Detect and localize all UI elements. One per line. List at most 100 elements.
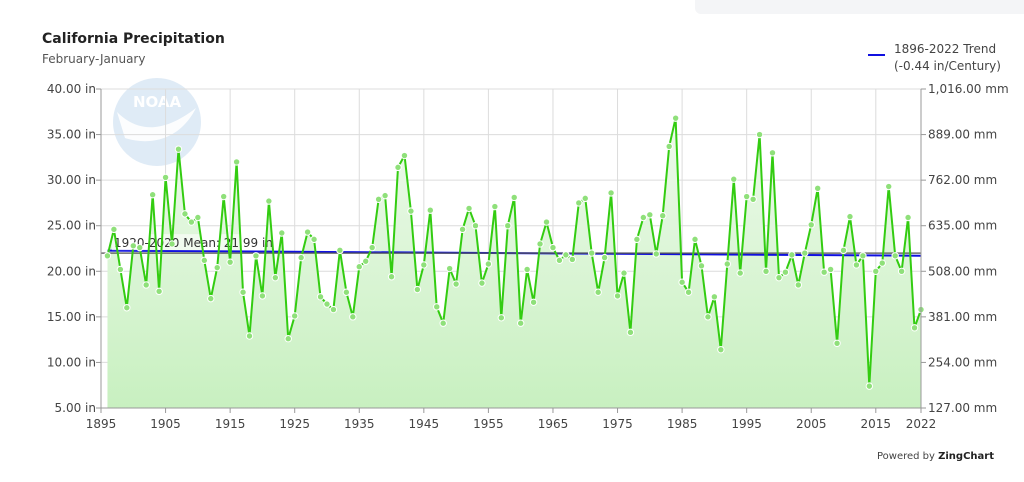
data-point[interactable] <box>245 332 254 340</box>
data-point[interactable] <box>207 294 215 303</box>
data-point[interactable] <box>872 267 880 275</box>
data-point[interactable] <box>794 281 803 289</box>
data-point[interactable] <box>562 251 570 259</box>
data-point[interactable] <box>671 114 680 122</box>
data-point[interactable] <box>103 252 112 260</box>
data-point[interactable] <box>504 222 512 230</box>
data-point[interactable] <box>826 265 835 274</box>
data-point[interactable] <box>833 339 841 347</box>
data-point[interactable] <box>788 251 796 259</box>
data-point[interactable] <box>730 175 738 183</box>
data-point[interactable] <box>252 252 260 260</box>
data-point[interactable] <box>155 287 163 296</box>
data-point[interactable] <box>581 194 589 203</box>
data-point[interactable] <box>846 212 854 221</box>
data-point[interactable] <box>355 263 363 271</box>
data-point[interactable] <box>529 298 538 306</box>
data-point[interactable] <box>542 218 551 226</box>
data-point[interactable] <box>665 142 673 151</box>
data-point[interactable] <box>413 285 422 294</box>
data-point[interactable] <box>194 213 202 222</box>
data-point[interactable] <box>904 213 912 222</box>
data-point[interactable] <box>387 273 396 281</box>
data-point[interactable] <box>594 288 602 296</box>
data-point[interactable] <box>813 184 822 193</box>
data-point[interactable] <box>710 293 719 301</box>
data-point[interactable] <box>536 240 544 248</box>
data-point[interactable] <box>232 158 241 166</box>
data-point[interactable] <box>859 252 867 260</box>
data-point[interactable] <box>639 213 648 222</box>
data-point[interactable] <box>297 253 305 262</box>
data-point[interactable] <box>652 250 660 258</box>
data-point[interactable] <box>374 195 383 203</box>
data-point[interactable] <box>110 225 118 234</box>
data-point[interactable] <box>736 269 744 277</box>
data-point[interactable] <box>626 328 635 337</box>
data-point[interactable] <box>336 246 344 255</box>
data-point[interactable] <box>620 269 628 277</box>
powered-by[interactable]: Powered by ZingChart <box>877 451 994 462</box>
data-point[interactable] <box>278 229 286 237</box>
data-point[interactable] <box>801 249 809 257</box>
data-point[interactable] <box>588 249 596 257</box>
data-point[interactable] <box>523 265 531 274</box>
data-point[interactable] <box>465 204 473 213</box>
data-point[interactable] <box>368 243 376 252</box>
data-point[interactable] <box>258 292 267 300</box>
data-point[interactable] <box>704 313 712 321</box>
data-point[interactable] <box>420 261 428 269</box>
data-point[interactable] <box>394 163 402 172</box>
data-point[interactable] <box>116 265 125 274</box>
data-point[interactable] <box>607 189 615 197</box>
data-point[interactable] <box>471 222 480 230</box>
data-point[interactable] <box>271 273 280 282</box>
data-point[interactable] <box>568 255 577 264</box>
data-point[interactable] <box>187 218 196 226</box>
data-point[interactable] <box>510 193 518 202</box>
data-point[interactable] <box>659 211 667 220</box>
data-point[interactable] <box>878 259 886 267</box>
data-point[interactable] <box>400 151 409 160</box>
data-point[interactable] <box>575 199 583 207</box>
data-point[interactable] <box>407 207 415 215</box>
data-point[interactable] <box>897 267 906 275</box>
data-point[interactable] <box>775 273 783 282</box>
data-point[interactable] <box>852 261 861 269</box>
data-point[interactable] <box>426 206 434 214</box>
data-point[interactable] <box>161 173 170 182</box>
data-point[interactable] <box>691 235 699 244</box>
data-point[interactable] <box>174 145 183 153</box>
data-point[interactable] <box>265 197 273 205</box>
data-point[interactable] <box>749 195 757 203</box>
data-point[interactable] <box>142 281 150 289</box>
data-point[interactable] <box>697 262 706 270</box>
data-point[interactable] <box>452 280 460 288</box>
data-point[interactable] <box>362 257 370 265</box>
data-point[interactable] <box>136 243 144 252</box>
data-point[interactable] <box>781 268 790 276</box>
data-point[interactable] <box>491 202 499 211</box>
data-point[interactable] <box>439 319 447 327</box>
data-point[interactable] <box>600 253 609 262</box>
data-point[interactable] <box>284 335 292 343</box>
data-point[interactable] <box>723 260 731 268</box>
data-point[interactable] <box>129 242 137 250</box>
data-point[interactable] <box>549 243 557 252</box>
data-point[interactable] <box>168 240 176 248</box>
data-point[interactable] <box>633 235 641 244</box>
data-point[interactable] <box>891 252 899 260</box>
data-point[interactable] <box>484 260 493 268</box>
data-point[interactable] <box>123 304 131 312</box>
data-point[interactable] <box>807 221 815 229</box>
data-point[interactable] <box>291 312 299 320</box>
data-point[interactable] <box>381 191 389 200</box>
data-point[interactable] <box>329 305 338 314</box>
data-point[interactable] <box>839 246 848 255</box>
data-point[interactable] <box>865 382 874 390</box>
data-point[interactable] <box>768 149 777 157</box>
data-point[interactable] <box>445 264 454 273</box>
data-point[interactable] <box>323 300 331 308</box>
data-point[interactable] <box>684 288 693 296</box>
data-point[interactable] <box>226 258 234 266</box>
